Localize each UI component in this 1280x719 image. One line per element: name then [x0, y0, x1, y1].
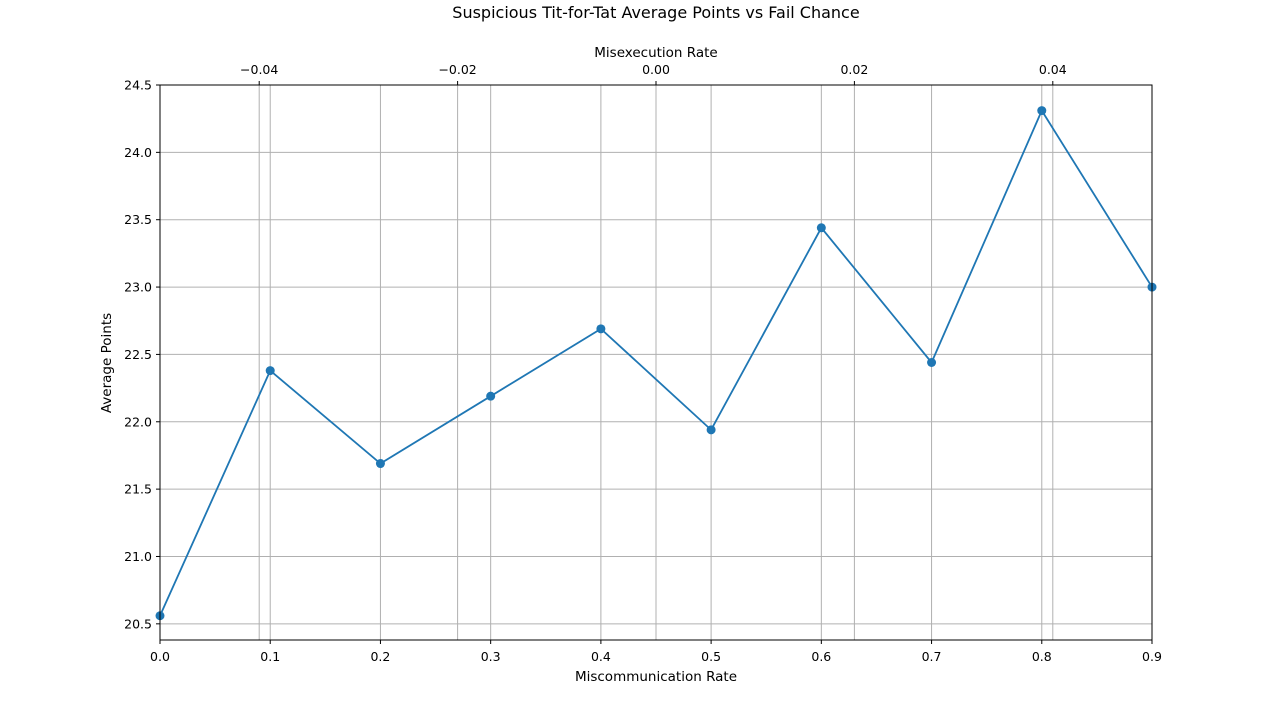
x-tick-label: 0.7: [922, 649, 942, 664]
data-point: [375, 459, 385, 469]
data-point: [816, 223, 826, 233]
x-tick-label: 0.8: [1032, 649, 1052, 664]
top-x-axis-label: Misexecution Rate: [594, 45, 717, 61]
x-axis-label: Miscommunication Rate: [575, 669, 737, 685]
y-tick-label: 24.0: [124, 145, 152, 160]
x-tick-label: 0.6: [811, 649, 831, 664]
data-point: [265, 366, 275, 376]
data-point: [596, 324, 606, 334]
series-line: [155, 106, 1157, 621]
y-tick-label: 21.0: [124, 549, 152, 564]
y-tick-label: 20.5: [124, 616, 152, 631]
x-tick-label: 0.4: [591, 649, 611, 664]
y-axis-label: Average Points: [99, 313, 115, 413]
y-tick-label: 23.0: [124, 280, 152, 295]
data-point: [927, 358, 937, 367]
y-tick-label: 21.5: [124, 482, 152, 497]
top-x-tick-label: −0.02: [438, 62, 476, 77]
y-tick-label: 24.5: [124, 78, 152, 93]
top-x-tick-label: 0.00: [642, 62, 670, 77]
top-x-tick-label: −0.04: [240, 62, 278, 77]
y-tick-label: 22.5: [124, 347, 152, 362]
top-x-tick-label: 0.02: [840, 62, 868, 77]
x-tick-label: 0.2: [370, 649, 390, 664]
x-tick-label: 0.3: [481, 649, 501, 664]
ticks: 0.0 0.1 0.2 0.3 0.4 0.5 0.6 0.7 0.8 0.9 −0.04 −0.02…: [124, 62, 1162, 664]
data-point: [706, 425, 716, 435]
x-tick-label: 0.5: [701, 649, 721, 664]
y-tick-label: 22.0: [124, 414, 152, 429]
plot-frame: [159, 84, 1153, 641]
data-point: [486, 391, 496, 401]
x-tick-label: 0.9: [1142, 649, 1162, 664]
top-x-tick-label: 0.04: [1039, 62, 1067, 77]
grid: [159, 84, 1153, 640]
x-tick-label: 0.0: [150, 649, 170, 664]
y-tick-label: 23.5: [124, 212, 152, 227]
series-polyline: [159, 108, 1153, 617]
x-tick-label: 0.1: [260, 649, 280, 664]
chart-title: Suspicious Tit-for-Tat Average Points vs…: [452, 3, 859, 22]
data-point: [1037, 106, 1047, 116]
